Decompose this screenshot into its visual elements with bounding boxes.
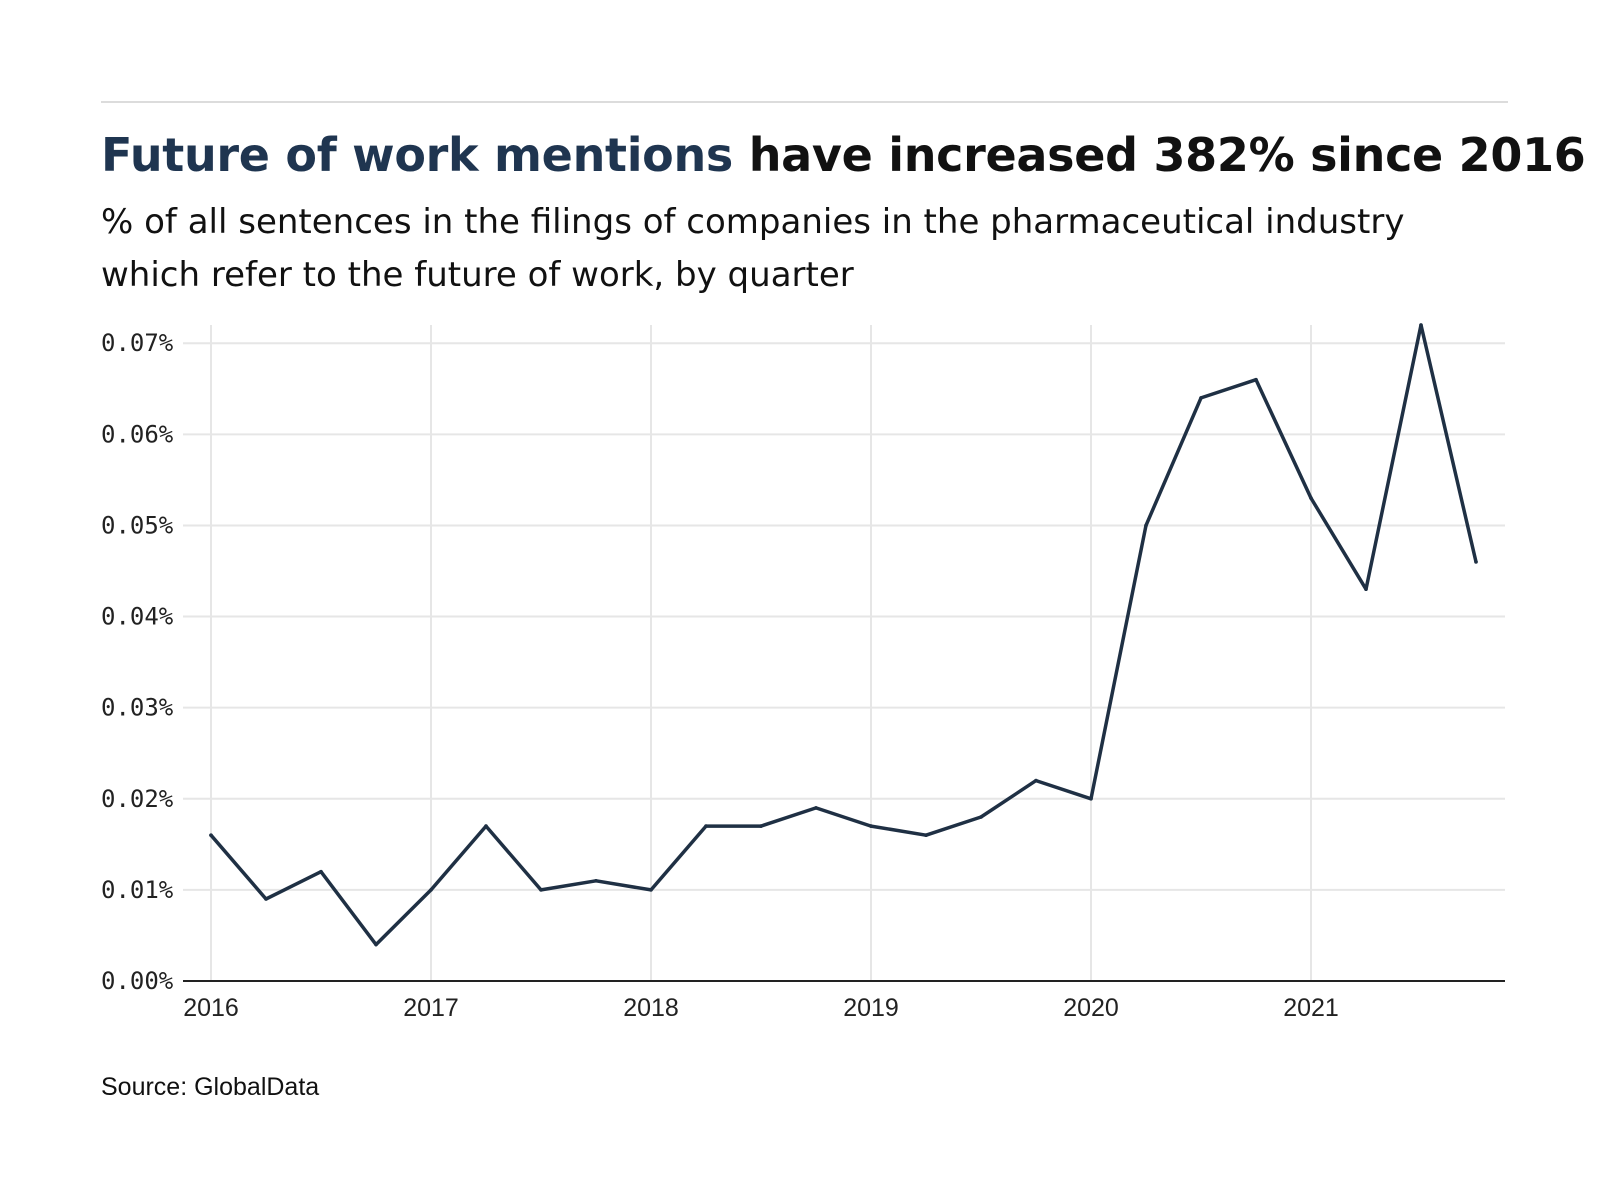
- data-point: [539, 888, 543, 892]
- y-tick-label: 0.00%: [101, 967, 174, 995]
- data-point: [1364, 587, 1368, 592]
- data-point: [484, 824, 488, 828]
- data-point: [1199, 396, 1203, 400]
- x-tick-label: 2018: [623, 994, 679, 1022]
- subtitle-line-2: which refer to the future of work, by qu…: [101, 255, 854, 295]
- data-point: [704, 824, 708, 828]
- data-point: [429, 888, 433, 892]
- data-point: [1089, 796, 1093, 801]
- x-tick-label: 2016: [183, 994, 239, 1022]
- x-tick-label: 2019: [843, 994, 899, 1022]
- chart-headline: Future of work mentions have increased 3…: [101, 126, 1586, 184]
- horizontal-gridlines: [183, 342, 1505, 891]
- top-divider: [101, 101, 1508, 103]
- series-line: [209, 323, 1478, 947]
- data-point: [814, 806, 818, 810]
- data-point: [759, 824, 763, 828]
- subtitle-line-1: % of all sentences in the filings of com…: [101, 202, 1405, 242]
- data-point: [319, 869, 323, 874]
- y-axis-tick-labels: 0.00% 0.01% 0.02% 0.03% 0.04% 0.05% 0.06% 0.07%: [101, 329, 174, 995]
- y-tick-label: 0.06%: [101, 420, 174, 448]
- x-tick-label: 2021: [1283, 994, 1339, 1022]
- y-tick-label: 0.02%: [101, 785, 174, 813]
- y-tick-label: 0.05%: [101, 511, 174, 539]
- x-axis-tick-labels: 2016 2017 2018 2019 2020 2021: [183, 994, 1339, 1022]
- data-point: [1144, 523, 1148, 528]
- headline-highlight: Future of work mentions: [101, 128, 734, 182]
- vertical-gridlines: [210, 325, 1312, 981]
- headline-rest: have increased 382% since 2016: [748, 128, 1586, 182]
- data-point: [209, 833, 213, 838]
- x-tick-label: 2020: [1063, 994, 1119, 1022]
- data-point: [594, 878, 598, 883]
- data-point: [1474, 560, 1478, 564]
- data-point: [1034, 778, 1038, 783]
- data-point: [1309, 496, 1313, 500]
- y-tick-label: 0.04%: [101, 603, 174, 631]
- data-point: [374, 942, 378, 947]
- data-point: [1254, 377, 1258, 382]
- source-note: Source: GlobalData: [101, 1073, 320, 1101]
- data-point: [869, 824, 873, 828]
- data-point: [979, 815, 983, 819]
- series-layer: [209, 323, 1478, 947]
- y-tick-label: 0.07%: [101, 329, 174, 357]
- y-tick-label: 0.03%: [101, 694, 174, 722]
- y-tick-label: 0.01%: [101, 876, 174, 904]
- chart-subtitle: % of all sentences in the filings of com…: [101, 196, 1521, 302]
- x-tick-label: 2017: [403, 994, 459, 1022]
- data-point: [1419, 323, 1423, 327]
- data-point: [649, 888, 653, 892]
- data-point: [264, 897, 268, 901]
- data-point: [924, 833, 928, 838]
